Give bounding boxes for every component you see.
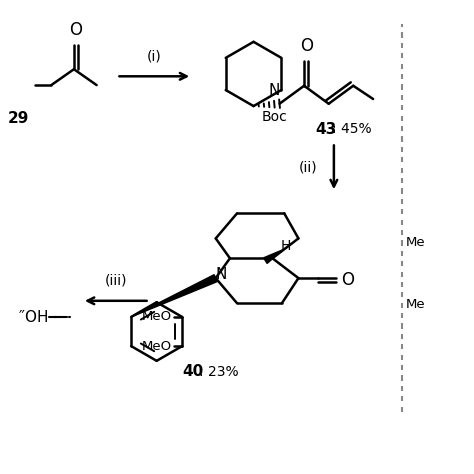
Text: N: N [268, 83, 280, 99]
Text: MeO: MeO [142, 310, 172, 323]
Text: : 23%: : 23% [199, 365, 239, 379]
Text: ′′OH: ′′OH [19, 310, 49, 325]
Text: 43: 43 [315, 122, 336, 137]
Text: (ii): (ii) [299, 160, 318, 174]
Text: H: H [281, 238, 292, 253]
Text: (iii): (iii) [105, 273, 127, 288]
Text: (i): (i) [147, 49, 162, 63]
Polygon shape [264, 250, 283, 264]
Polygon shape [131, 274, 217, 317]
Text: O: O [70, 20, 82, 38]
Text: O: O [341, 271, 354, 289]
Text: Boc: Boc [261, 110, 287, 124]
Text: : 45%: : 45% [331, 122, 371, 136]
Text: Me: Me [406, 298, 426, 310]
Text: O: O [300, 37, 313, 55]
Text: Me: Me [406, 236, 426, 249]
Text: MeO: MeO [142, 340, 172, 353]
Text: 29: 29 [8, 111, 29, 127]
Text: 40: 40 [182, 364, 204, 379]
Text: N: N [216, 267, 227, 282]
